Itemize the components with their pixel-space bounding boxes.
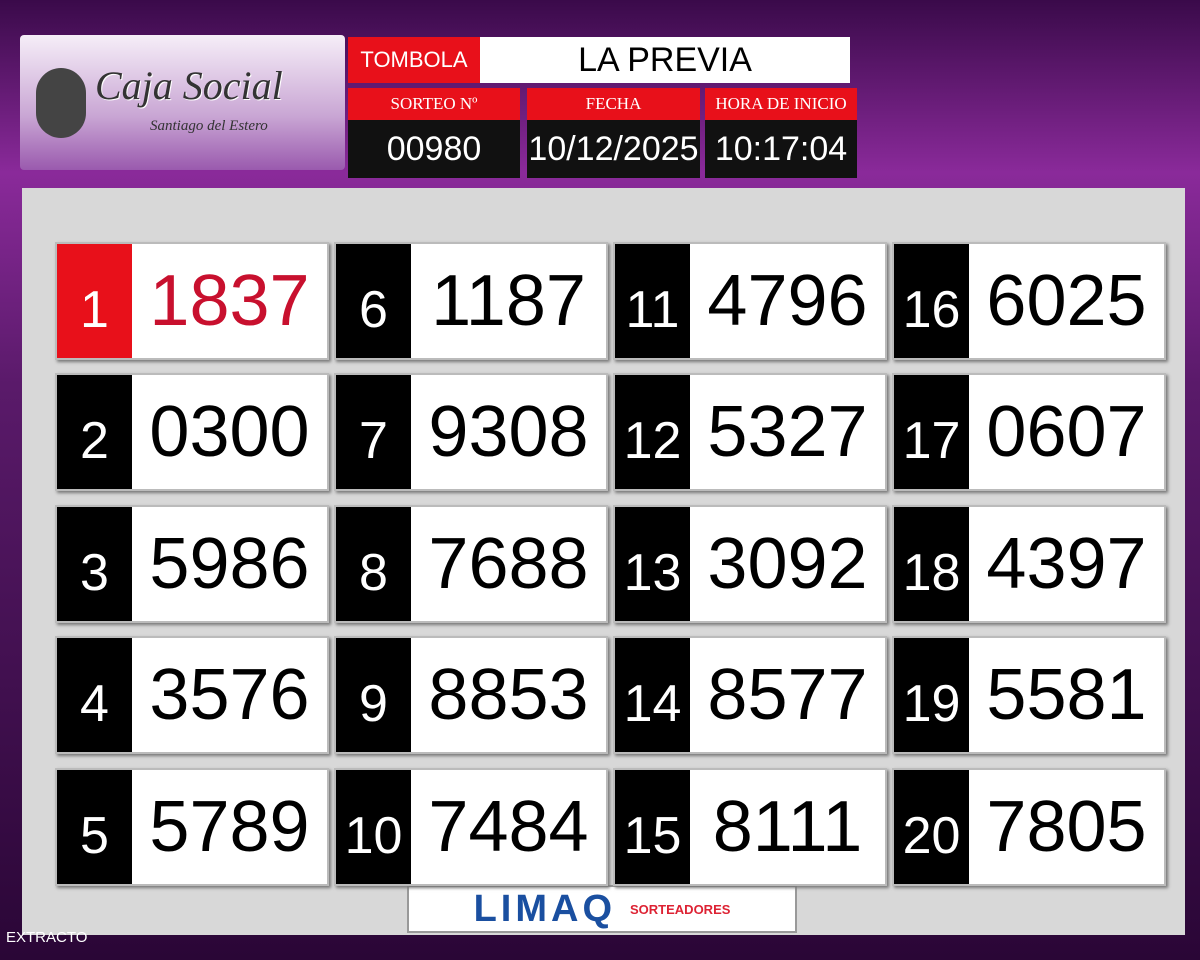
result-number: 1837 <box>149 261 310 341</box>
result-position: 13 <box>615 507 690 621</box>
logo-subtitle: Santiago del Estero <box>150 118 268 134</box>
result-cell: 17 0607 <box>892 373 1166 491</box>
result-position: 15 <box>615 770 690 884</box>
result-number: 7805 <box>986 787 1147 867</box>
result-position: 3 <box>57 507 132 621</box>
result-cell: 4 3576 <box>55 636 329 754</box>
field-value: 10/12/2025 <box>527 120 700 178</box>
result-cell: 12 5327 <box>613 373 887 491</box>
result-number: 0607 <box>986 392 1147 472</box>
sponsor: LIMAQ SORTEADORES <box>407 885 797 933</box>
result-number: 3576 <box>149 655 310 735</box>
result-cell: 19 5581 <box>892 636 1166 754</box>
result-position: 12 <box>615 375 690 489</box>
field-value: 10:17:04 <box>705 120 857 178</box>
field-label: FECHA <box>527 88 700 120</box>
result-number: 5789 <box>149 787 310 867</box>
result-number: 7484 <box>428 787 589 867</box>
result-position: 6 <box>336 244 411 358</box>
result-number: 6025 <box>986 261 1147 341</box>
sponsor-brand: LIMAQ <box>473 887 617 930</box>
result-position: 18 <box>894 507 969 621</box>
result-cell: 11 4796 <box>613 242 887 360</box>
result-position: 11 <box>615 244 690 358</box>
result-cell: 3 5986 <box>55 505 329 623</box>
logo-icon <box>36 68 86 138</box>
result-cell: 16 6025 <box>892 242 1166 360</box>
result-number: 4397 <box>986 524 1147 604</box>
result-number: 5581 <box>986 655 1147 735</box>
result-position: 2 <box>57 375 132 489</box>
draw-name: LA PREVIA <box>480 37 850 83</box>
result-cell: 1 1837 <box>55 242 329 360</box>
result-cell: 5 5789 <box>55 768 329 886</box>
result-position: 9 <box>336 638 411 752</box>
result-number: 1187 <box>431 261 586 341</box>
result-position: 19 <box>894 638 969 752</box>
result-cell: 10 7484 <box>334 768 608 886</box>
result-number: 8853 <box>428 655 589 735</box>
result-cell: 7 9308 <box>334 373 608 491</box>
result-number: 8577 <box>707 655 868 735</box>
result-cell: 2 0300 <box>55 373 329 491</box>
result-position: 8 <box>336 507 411 621</box>
result-position: 10 <box>336 770 411 884</box>
sponsor-tagline: SORTEADORES <box>630 901 731 917</box>
result-number: 7688 <box>428 524 589 604</box>
result-cell: 9 8853 <box>334 636 608 754</box>
result-position: 7 <box>336 375 411 489</box>
result-cell: 18 4397 <box>892 505 1166 623</box>
result-cell: 20 7805 <box>892 768 1166 886</box>
status: EXTRACTO <box>6 929 88 946</box>
result-number: 9308 <box>428 392 589 472</box>
result-cell: 15 8111 <box>613 768 887 886</box>
result-position: 16 <box>894 244 969 358</box>
result-position: 1 <box>57 244 132 358</box>
result-cell: 8 7688 <box>334 505 608 623</box>
result-number: 3092 <box>707 524 868 604</box>
result-number: 5327 <box>707 392 868 472</box>
result-number: 0300 <box>149 392 310 472</box>
result-cell: 13 3092 <box>613 505 887 623</box>
result-position: 20 <box>894 770 969 884</box>
game: TOMBOLA <box>348 37 480 83</box>
result-position: 5 <box>57 770 132 884</box>
result-position: 4 <box>57 638 132 752</box>
result-cell: 6 1187 <box>334 242 608 360</box>
result-number: 5986 <box>149 524 310 604</box>
field-value: 00980 <box>348 120 520 178</box>
result-cell: 14 8577 <box>613 636 887 754</box>
logo-title: Caja Social <box>95 63 283 108</box>
result-position: 14 <box>615 638 690 752</box>
field-label: SORTEO Nº <box>348 88 520 120</box>
result-number: 8111 <box>712 787 863 867</box>
field-label: HORA DE INICIO <box>705 88 857 120</box>
result-number: 4796 <box>707 261 868 341</box>
result-position: 17 <box>894 375 969 489</box>
